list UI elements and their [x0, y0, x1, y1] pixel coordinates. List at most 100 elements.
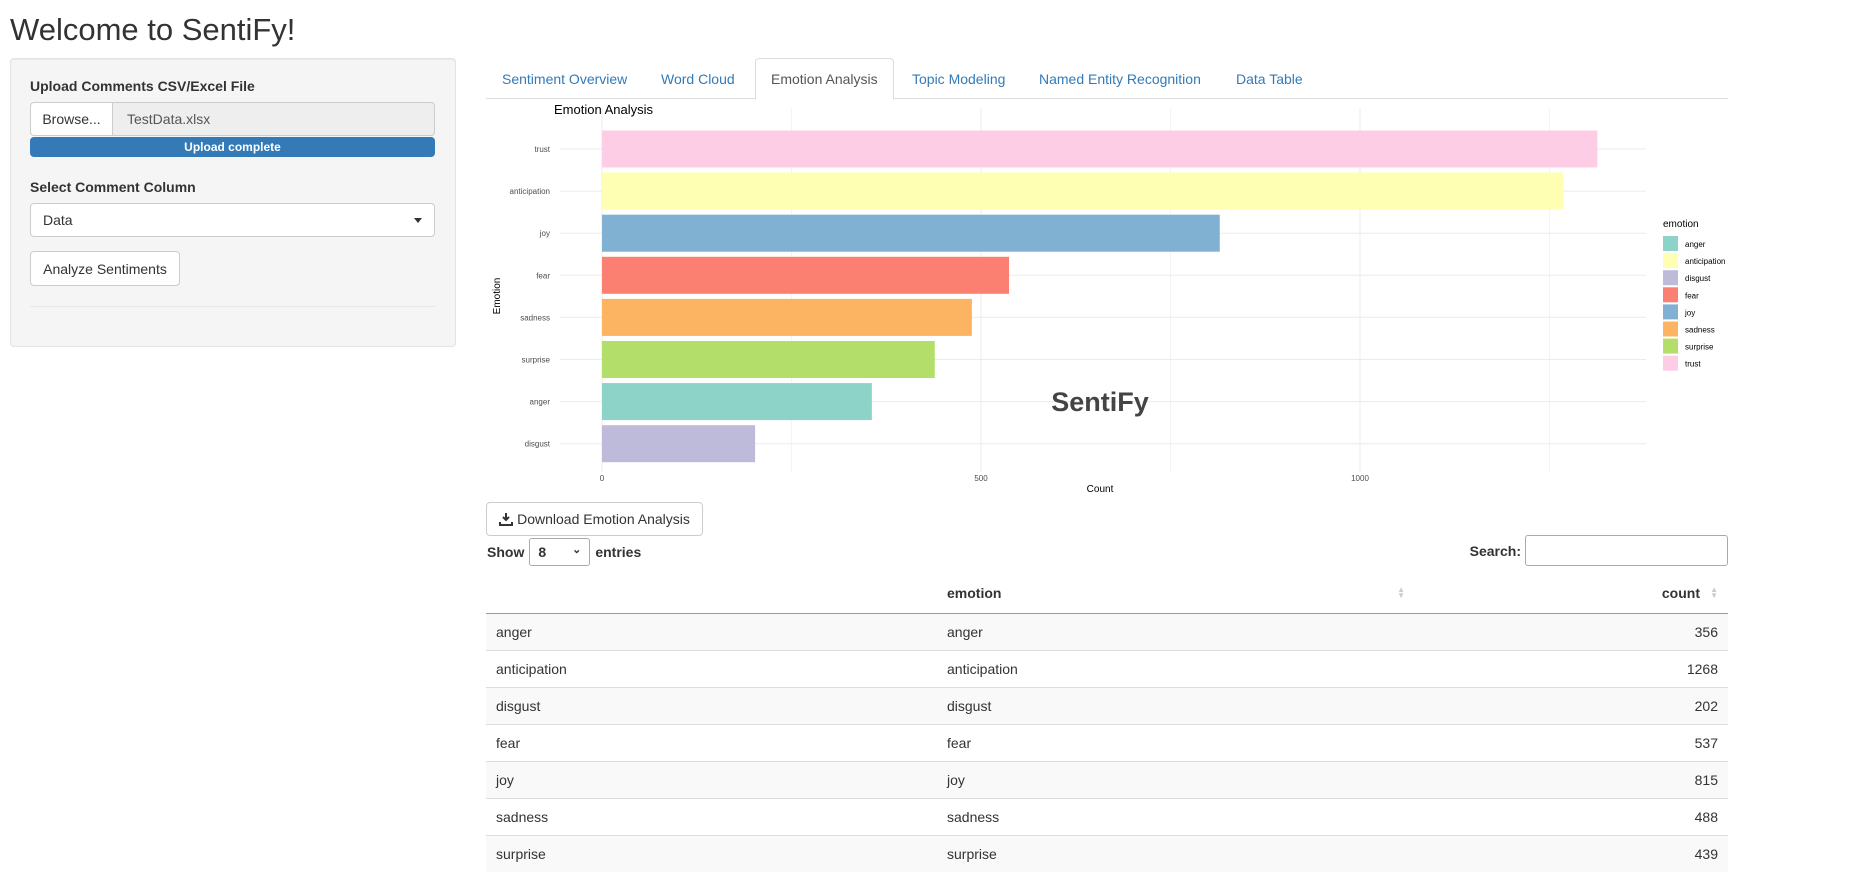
- row-index-cell: joy: [486, 760, 937, 798]
- legend-key-disgust: [1663, 270, 1678, 286]
- upload-progress-bar: Upload complete: [30, 137, 435, 157]
- bar-sadness: [602, 298, 972, 336]
- table-row: anger anger 356: [486, 612, 1728, 650]
- bar-surprise: [602, 341, 935, 378]
- x-tick-label: 0: [600, 474, 605, 483]
- upload-label: Upload Comments CSV/Excel File: [30, 78, 255, 94]
- row-index-cell: disgust: [486, 686, 937, 724]
- emotion-cell: fear: [937, 723, 1388, 761]
- row-index-cell: surprise: [486, 834, 937, 872]
- legend-label: disgust: [1685, 274, 1711, 283]
- count-cell: 488: [1388, 797, 1728, 835]
- bar-fear: [602, 256, 1010, 294]
- count-cell: 1268: [1388, 649, 1728, 687]
- table-row: sadness sadness 488: [486, 797, 1728, 835]
- tab-data-table[interactable]: Data Table: [1236, 70, 1303, 87]
- caret-down-icon: [414, 218, 422, 223]
- table-row: surprise surprise 439: [486, 834, 1728, 872]
- comment-column-select[interactable]: Data: [30, 203, 435, 237]
- emotion-cell: surprise: [937, 834, 1388, 872]
- row-index-cell: fear: [486, 723, 937, 761]
- legend-key-fear: [1663, 287, 1678, 303]
- chevron-down-icon: ⌄: [572, 544, 582, 556]
- emotion-chart: Emotion Analysis trust anticipation joy fea…: [492, 102, 1725, 495]
- comment-column-value: Data: [43, 212, 73, 228]
- count-cell: 537: [1388, 723, 1728, 761]
- emotion-cell: disgust: [937, 686, 1388, 724]
- search-control: Search:: [1470, 535, 1728, 566]
- download-emotion-button[interactable]: Download Emotion Analysis: [486, 502, 703, 536]
- chart-title: Emotion Analysis: [554, 102, 653, 117]
- legend-key-sadness: [1663, 321, 1678, 337]
- divider: [30, 306, 435, 307]
- y-axis-title: Emotion: [492, 278, 503, 315]
- legend-label: joy: [1684, 308, 1695, 317]
- entries-value: 8: [538, 544, 547, 560]
- search-label: Search:: [1469, 542, 1521, 559]
- row-index-cell: anger: [486, 612, 937, 650]
- table-row: joy joy 815: [486, 760, 1728, 798]
- legend-key-anticipation: [1663, 253, 1678, 269]
- table-row: disgust disgust 202: [486, 686, 1728, 724]
- x-tick-label: 500: [974, 474, 988, 483]
- legend-label: trust: [1685, 360, 1701, 369]
- column-header-emotion[interactable]: emotion ▲ ▼: [937, 574, 1405, 614]
- bar-disgust: [602, 425, 756, 463]
- column-header-index[interactable]: [486, 574, 937, 614]
- emotion-table: emotion ▲ ▼ count ▲ ▼ anger anger 356 anticipat…: [486, 574, 1728, 872]
- tab-emotion-analysis[interactable]: Emotion Analysis: [755, 58, 894, 100]
- tab-word-cloud[interactable]: Word Cloud: [661, 70, 735, 87]
- bar-anticipation: [602, 172, 1564, 210]
- legend-key-surprise: [1663, 338, 1678, 354]
- count-cell: 202: [1388, 686, 1728, 724]
- tab-topic-modeling[interactable]: Topic Modeling: [912, 70, 1006, 87]
- y-tick-label: sadness: [520, 313, 550, 322]
- table-row: anticipation anticipation 1268: [486, 649, 1728, 687]
- analyze-sentiments-button[interactable]: Analyze Sentiments: [30, 251, 180, 286]
- emotion-cell: joy: [937, 760, 1388, 798]
- y-tick-label: anger: [530, 398, 551, 407]
- row-index-cell: sadness: [486, 797, 937, 835]
- y-tick-label: fear: [536, 271, 550, 280]
- count-cell: 439: [1388, 834, 1728, 872]
- entries-label: entries: [595, 544, 642, 560]
- y-tick-label: anticipation: [510, 187, 550, 196]
- table-row: fear fear 537: [486, 723, 1728, 761]
- bar-anger: [602, 383, 872, 421]
- y-tick-label: disgust: [525, 440, 551, 449]
- emotion-cell: sadness: [937, 797, 1388, 835]
- y-tick-label: trust: [534, 145, 550, 154]
- count-cell: 815: [1388, 760, 1728, 798]
- emotion-cell: anticipation: [937, 649, 1388, 687]
- x-tick-label: 1000: [1351, 474, 1369, 483]
- count-cell: 356: [1388, 612, 1728, 650]
- x-axis-title: Count: [1087, 484, 1114, 495]
- legend-key-joy: [1663, 304, 1678, 320]
- file-input[interactable]: Browse... TestData.xlsx: [30, 102, 435, 136]
- legend-label: sadness: [1685, 326, 1715, 335]
- legend-label: surprise: [1685, 343, 1714, 352]
- file-name-field: TestData.xlsx: [113, 102, 435, 136]
- bar-joy: [602, 214, 1220, 252]
- y-tick-label: surprise: [522, 356, 551, 365]
- column-header-label: emotion: [947, 585, 1002, 602]
- column-label: Select Comment Column: [30, 179, 196, 195]
- download-icon: [499, 513, 514, 526]
- column-header-label: count: [1661, 585, 1700, 602]
- sort-icon: ▲ ▼: [1710, 585, 1718, 600]
- bar-trust: [602, 130, 1598, 168]
- legend-label: fear: [1685, 291, 1699, 300]
- tab-bar: Sentiment Overview Word Cloud Emotion An…: [486, 58, 1728, 100]
- browse-button[interactable]: Browse...: [30, 102, 113, 136]
- tab-named-entity-recognition[interactable]: Named Entity Recognition: [1039, 70, 1201, 87]
- tab-sentiment-overview[interactable]: Sentiment Overview: [502, 70, 628, 87]
- legend-key-anger: [1663, 236, 1678, 251]
- column-header-count[interactable]: count ▲ ▼: [1388, 574, 1728, 614]
- legend-key-trust: [1663, 355, 1678, 371]
- page-title: Welcome to SentiFy!: [10, 12, 296, 47]
- y-tick-label: joy: [539, 229, 550, 238]
- show-label: Show: [487, 544, 525, 560]
- legend-label: anger: [1685, 240, 1706, 249]
- entries-select[interactable]: 8 ⌄: [529, 538, 591, 566]
- search-input[interactable]: [1525, 535, 1728, 566]
